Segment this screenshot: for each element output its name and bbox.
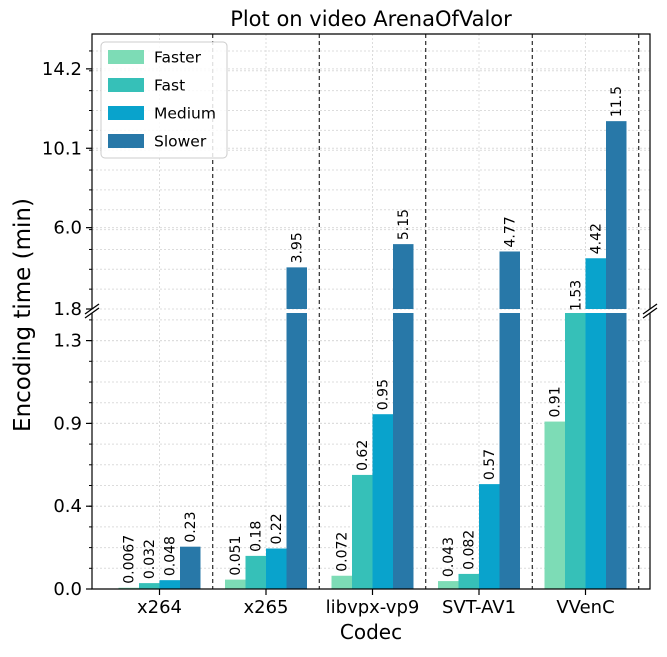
bar-slower-SVT-AV1 xyxy=(499,313,520,589)
x-tick-label: libvpx-vp9 xyxy=(326,597,420,618)
lower-y-tick-label: 0.9 xyxy=(53,413,82,434)
x-tick-label: x265 xyxy=(243,597,288,618)
bar-upper-slower-libvpx-vp9 xyxy=(393,244,414,309)
bar-slower-libvpx-vp9 xyxy=(393,313,414,589)
bar-fast-SVT-AV1 xyxy=(458,573,479,589)
upper-frame xyxy=(91,33,651,309)
bar-value-label: 0.22 xyxy=(269,513,285,544)
axis-break-mark xyxy=(84,303,100,315)
bars xyxy=(118,121,627,589)
bar-medium-SVT-AV1 xyxy=(479,484,500,589)
x-ticks: x264 x265 libvpx-vp9 SVT-AV1 VVenC xyxy=(137,589,615,618)
bar-value-label: 0.043 xyxy=(441,537,457,577)
lower-frame xyxy=(91,313,651,590)
bar-faster-VVenC xyxy=(544,421,565,589)
bar-faster-SVT-AV1 xyxy=(438,581,459,589)
bar-value-label: 4.42 xyxy=(589,223,605,254)
legend-box xyxy=(100,41,228,159)
bar-value-label: 3.95 xyxy=(290,232,306,263)
upper-y-tick-label: 10.1 xyxy=(42,138,82,159)
bar-faster-libvpx-vp9 xyxy=(331,575,352,589)
x-tick-label: VVenC xyxy=(556,597,614,618)
bar-value-label: 0.57 xyxy=(482,449,498,480)
legend-label-fast: Fast xyxy=(154,77,185,95)
bar-faster-x265 xyxy=(225,579,246,589)
bar-fast-VVenC xyxy=(565,313,586,589)
legend: Faster Fast Medium Slower xyxy=(100,41,228,159)
bar-fast-libvpx-vp9 xyxy=(352,474,373,589)
bar-value-label: 11.5 xyxy=(609,86,625,117)
axis-break-mark xyxy=(642,303,658,315)
bar-faster-x264 xyxy=(118,587,139,589)
bar-value-label: 0.082 xyxy=(462,530,478,570)
bar-slower-x265 xyxy=(286,313,307,589)
legend-swatch-fast xyxy=(108,78,144,92)
y-axis-label: Encoding time (min) xyxy=(10,198,36,432)
legend-swatch-faster xyxy=(108,50,144,64)
bar-medium-x264 xyxy=(159,580,180,589)
bar-value-label: 0.23 xyxy=(183,512,199,543)
legend-label-medium: Medium xyxy=(154,105,216,123)
bar-medium-x265 xyxy=(266,548,287,589)
axis-break-marks xyxy=(84,303,658,319)
x-axis-label: Codec xyxy=(340,620,402,644)
lower-y-tick-label: 0.0 xyxy=(53,579,82,600)
bar-value-label: 0.18 xyxy=(249,521,265,552)
lower-y-ticks: 0.0 0.4 0.9 1.3 xyxy=(53,319,92,600)
bar-value-label: 5.15 xyxy=(396,209,412,240)
lower-y-tick-label: 0.4 xyxy=(53,496,82,517)
bar-value-labels: 0.0067 0.051 0.072 0.043 0.91 0.032 0.18 0.62 0.… xyxy=(122,86,626,584)
chart-title: Plot on video ArenaOfValor xyxy=(230,7,512,31)
upper-y-ticks: 1.8 6.0 10.1 14.2 xyxy=(42,50,92,320)
bar-value-label: 0.0067 xyxy=(122,535,138,584)
bar-value-label: 0.62 xyxy=(355,440,371,471)
legend-swatch-medium xyxy=(108,106,144,120)
bar-slower-x264 xyxy=(180,546,201,589)
bar-value-label: 0.048 xyxy=(163,536,179,576)
legend-swatch-slower xyxy=(108,134,144,148)
bar-upper-slower-SVT-AV1 xyxy=(499,251,520,309)
bar-value-label: 0.032 xyxy=(142,539,158,579)
upper-y-tick-label: 6.0 xyxy=(53,218,82,239)
axis-break-mark xyxy=(84,307,100,319)
plot-frames xyxy=(91,33,651,590)
x-tick-label: SVT-AV1 xyxy=(442,597,516,618)
bar-fast-x265 xyxy=(245,555,266,589)
upper-y-tick-label: 14.2 xyxy=(42,59,82,80)
bar-medium-libvpx-vp9 xyxy=(372,414,393,589)
bar-upper-slower-x265 xyxy=(286,267,307,309)
bar-upper-slower-VVenC xyxy=(606,121,627,309)
bar-medium-VVenC xyxy=(585,313,606,589)
bar-slower-VVenC xyxy=(606,313,627,589)
bar-value-label: 0.072 xyxy=(335,532,351,572)
bar-value-label: 1.53 xyxy=(568,280,584,311)
legend-label-faster: Faster xyxy=(154,49,202,67)
axis-break-mark xyxy=(642,307,658,319)
bar-value-label: 0.95 xyxy=(376,379,392,410)
legend-label-slower: Slower xyxy=(154,133,207,151)
lower-y-tick-label: 1.3 xyxy=(53,331,82,352)
bar-value-label: 0.051 xyxy=(228,536,244,576)
bar-value-label: 0.91 xyxy=(548,386,564,417)
bar-upper-medium-VVenC xyxy=(585,258,606,309)
x-tick-label: x264 xyxy=(137,597,182,618)
bar-value-label: 4.77 xyxy=(503,216,519,247)
upper-y-tick-label: 1.8 xyxy=(53,299,82,320)
bar-fast-x264 xyxy=(139,583,160,589)
